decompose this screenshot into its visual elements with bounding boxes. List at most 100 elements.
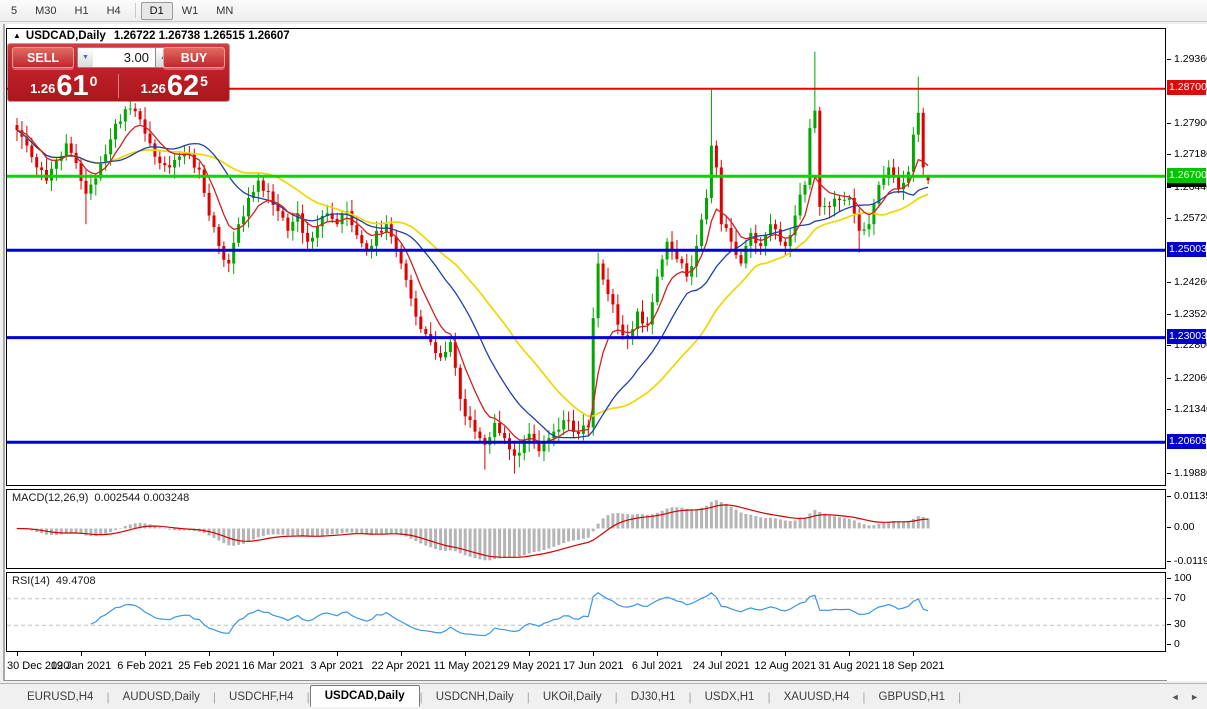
- toolbar-separator: [134, 3, 136, 18]
- timeframe-5[interactable]: 5: [11, 4, 18, 17]
- quote-prices-row: 1.26 61 0 1.26 62 5: [8, 70, 229, 101]
- axis-tick: [1167, 597, 1171, 599]
- tab-separator: |: [767, 689, 771, 704]
- date-tick: [465, 652, 467, 656]
- tab-usdx-h1[interactable]: USDX,H1: [704, 690, 755, 703]
- date-label: 22 Apr 2021: [371, 660, 431, 672]
- tab-usdcnh-daily[interactable]: USDCNH,Daily: [435, 690, 514, 703]
- chart-symbol: USDCAD,Daily: [25, 30, 106, 42]
- tab-usdcad-daily[interactable]: USDCAD,Daily: [309, 684, 420, 707]
- price-chart-canvas[interactable]: [7, 29, 1165, 485]
- axis-tick: [1167, 281, 1171, 283]
- tab-usdchf-h4[interactable]: USDCHF,H4: [229, 690, 294, 703]
- tab-scroll-arrows: ◄ ►: [1163, 692, 1199, 702]
- sell-button[interactable]: SELL: [12, 47, 74, 68]
- axis-tick: [1167, 473, 1171, 474]
- tab-separator: |: [526, 689, 530, 704]
- timeframe-w1[interactable]: W1: [181, 4, 199, 17]
- rsi-label: RSI(14): [12, 575, 50, 587]
- rsi-tick-label: 30: [1174, 618, 1186, 631]
- axis-tick: [1167, 496, 1171, 497]
- price-tick-label: 1.23520: [1174, 308, 1207, 321]
- price-tick-label: 1.27180: [1174, 148, 1207, 161]
- date-tick: [401, 652, 403, 656]
- date-tick: [849, 652, 851, 656]
- volume-input[interactable]: [93, 47, 155, 68]
- date-label: 25 Feb 2021: [178, 660, 240, 672]
- macd-canvas[interactable]: [7, 490, 1165, 568]
- date-label: 12 Aug 2021: [754, 660, 817, 672]
- price-badge: 1.26700: [1167, 167, 1207, 183]
- date-tick: [17, 652, 18, 656]
- tab-separator: |: [212, 689, 217, 704]
- date-label: 17 Jun 2021: [562, 660, 624, 672]
- date-tick: [145, 652, 147, 656]
- tabs-container: EURUSD,H4 | AUDUSD,Daily | USDCHF,H4 | USDCAD,…: [14, 684, 962, 707]
- axis-tick: [1167, 345, 1171, 347]
- timeframe-mn[interactable]: MN: [216, 4, 234, 17]
- macd-indicator-label: MACD(12,26,9) 0.002544 0.003248: [12, 492, 189, 504]
- bid-ask-divider: [118, 74, 119, 98]
- timeframe-h4[interactable]: H4: [106, 4, 121, 17]
- date-axis[interactable]: 30 Dec 2020 19 Jan 2021 6 Feb 2021 25 Feb 2…: [6, 652, 1167, 680]
- axis-tick: [1167, 59, 1171, 60]
- tab-scroll-left-icon[interactable]: ◄: [1170, 691, 1180, 702]
- tab-dj30-h1[interactable]: DJ30,H1: [630, 690, 676, 703]
- axis-tick: [1167, 377, 1171, 379]
- bid-price[interactable]: 1.26 61 0: [8, 70, 119, 101]
- volume-decrease-button[interactable]: ▼: [77, 47, 94, 68]
- rsi-panel[interactable]: RSI(14) 49.4708: [6, 572, 1166, 652]
- price-tick-label: 1.25720: [1174, 211, 1207, 224]
- axis-tick: [1167, 409, 1171, 411]
- timeframe-m30[interactable]: M30: [35, 4, 57, 17]
- tab-separator: |: [614, 689, 618, 704]
- ask-price[interactable]: 1.26 62 5: [119, 70, 230, 101]
- macd-panel[interactable]: MACD(12,26,9) 0.002544 0.003248: [6, 489, 1166, 569]
- bid-small: 1.26: [30, 81, 56, 96]
- title-arrow-icon: ▲: [13, 31, 21, 40]
- rsi-value: 49.4708: [55, 575, 96, 587]
- buy-button[interactable]: BUY: [163, 47, 225, 68]
- rsi-tick-label: 0: [1174, 638, 1180, 650]
- price-badge: 1.25003: [1167, 241, 1207, 257]
- axis-tick: [1167, 154, 1171, 156]
- date-tick: [657, 652, 659, 656]
- tab-eurusd-h4[interactable]: EURUSD,H4: [27, 690, 94, 703]
- chart-ohlc-quote: 1.26722 1.26738 1.26515 1.26607: [113, 30, 290, 42]
- ask-big: 62: [166, 70, 200, 102]
- axis-tick: [1167, 527, 1171, 529]
- date-label: 18 Sep 2021: [882, 660, 945, 672]
- macd-tick-label: 0.01135: [1174, 490, 1207, 502]
- macd-tick-label: -0.01190: [1174, 554, 1207, 567]
- tab-separator: |: [958, 689, 962, 704]
- timeframe-h1[interactable]: H1: [74, 4, 89, 17]
- price-panel[interactable]: [6, 28, 1166, 486]
- axis-tick: [1167, 624, 1171, 626]
- rsi-canvas[interactable]: [7, 573, 1165, 651]
- tab-xauusd-h4[interactable]: XAUUSD,H4: [783, 690, 850, 703]
- axis-tick: [1167, 314, 1171, 316]
- tab-ukoil-daily[interactable]: UKOil,Daily: [542, 690, 602, 703]
- macd-label: MACD(12,26,9): [12, 492, 89, 504]
- date-label: 19 Jan 2021: [50, 660, 112, 672]
- timeframe-toolbar: 5 M30 H1 H4 D1 W1 MN: [0, 0, 1207, 22]
- ask-sup: 5: [200, 73, 208, 89]
- rsi-tick-label: 70: [1174, 591, 1186, 604]
- rsi-indicator-label: RSI(14) 49.4708: [12, 575, 96, 587]
- date-label: 3 Apr 2021: [310, 660, 364, 672]
- timeframe-d1[interactable]: D1: [140, 1, 173, 20]
- tab-separator: |: [862, 689, 866, 704]
- date-tick: [593, 652, 595, 656]
- tab-scroll-right-icon[interactable]: ►: [1190, 691, 1199, 702]
- tab-audusd-daily[interactable]: AUDUSD,Daily: [122, 690, 200, 703]
- tab-separator: |: [306, 689, 310, 704]
- date-label: 24 Jul 2021: [692, 660, 750, 672]
- date-label: 6 Feb 2021: [117, 660, 173, 672]
- price-badge: 1.28700: [1167, 80, 1207, 96]
- axis-tick: [1167, 122, 1171, 124]
- macd-tick-label: 0.00: [1174, 521, 1195, 534]
- price-axis[interactable]: 1.293601.286401.279001.271801.264401.257…: [1167, 24, 1207, 681]
- tab-gbpusd-h1[interactable]: GBPUSD,H1: [878, 690, 946, 703]
- date-tick: [529, 652, 531, 656]
